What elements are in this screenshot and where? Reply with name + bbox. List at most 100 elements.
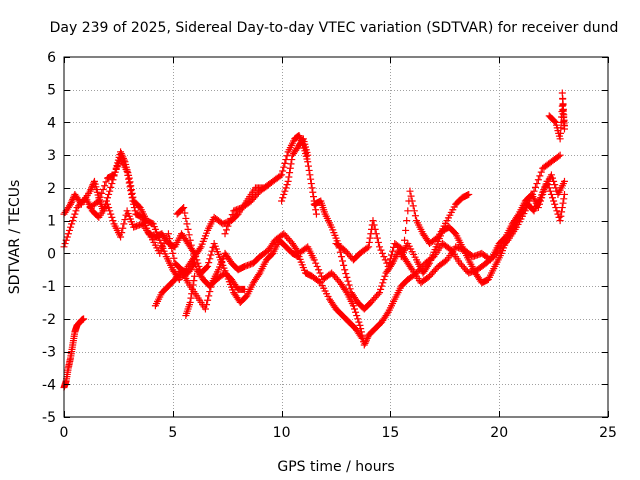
data-point — [307, 180, 315, 188]
data-point — [534, 176, 542, 184]
data-point — [304, 158, 312, 166]
data-point — [183, 220, 191, 228]
y-tick-label: 6 — [47, 50, 56, 66]
data-point — [384, 262, 392, 270]
data-point — [349, 302, 357, 310]
data-point — [106, 187, 114, 195]
data-point — [157, 246, 165, 254]
data-point — [556, 151, 564, 159]
data-point — [131, 207, 139, 215]
data-point — [315, 266, 323, 274]
data-point — [546, 187, 554, 195]
data-point — [192, 261, 200, 269]
data-point — [527, 194, 535, 202]
data-point — [186, 298, 194, 306]
data-point — [295, 132, 303, 140]
data-point — [93, 198, 101, 206]
data-point — [189, 251, 197, 259]
data-point — [362, 336, 370, 344]
data-point — [283, 181, 291, 189]
data-point — [306, 171, 314, 179]
data-point — [551, 181, 559, 189]
data-point — [221, 230, 229, 238]
y-tick-label: 1 — [47, 214, 56, 230]
data-point — [373, 234, 381, 242]
y-tick-label: 0 — [47, 246, 56, 262]
data-point — [241, 285, 249, 293]
data-point — [387, 251, 395, 259]
data-point — [342, 287, 350, 295]
data-point — [68, 197, 76, 205]
data-point — [118, 229, 126, 237]
data-point — [310, 193, 318, 201]
data-point — [362, 338, 370, 346]
data-point — [379, 279, 387, 287]
data-point — [529, 190, 537, 198]
data-point — [344, 277, 352, 285]
data-point — [67, 223, 75, 231]
x-tick-label: 5 — [168, 425, 177, 441]
data-point — [389, 247, 397, 255]
data-point — [401, 236, 409, 244]
data-point — [284, 177, 292, 185]
data-point — [346, 285, 354, 293]
data-point — [374, 290, 382, 298]
data-point — [281, 159, 289, 167]
data-point — [159, 243, 167, 251]
data-point — [265, 181, 273, 189]
data-point — [104, 200, 112, 208]
data-point — [285, 173, 293, 181]
data-point — [407, 192, 415, 200]
data-point — [127, 187, 135, 195]
data-point — [188, 285, 196, 293]
data-point — [207, 251, 215, 259]
data-point — [551, 117, 559, 125]
data-point — [108, 180, 116, 188]
data-point — [315, 278, 323, 286]
data-point — [339, 257, 347, 265]
data-point — [560, 195, 568, 203]
data-point — [201, 305, 209, 313]
data-point — [286, 164, 294, 172]
data-point — [378, 249, 386, 257]
data-point — [372, 230, 380, 238]
data-point — [386, 255, 394, 263]
data-point — [402, 226, 410, 234]
x-tick-label: 10 — [273, 425, 291, 441]
data-point — [377, 246, 385, 254]
data-point — [543, 177, 551, 185]
data-point — [179, 205, 187, 213]
data-point — [316, 269, 324, 277]
data-point — [127, 190, 135, 198]
data-point — [130, 200, 138, 208]
data-point — [278, 197, 286, 205]
data-point — [228, 211, 236, 219]
data-point — [80, 315, 88, 323]
data-point — [128, 194, 136, 202]
data-point — [88, 184, 96, 192]
data-point — [550, 177, 558, 185]
data-point — [181, 209, 189, 217]
data-point — [263, 182, 271, 190]
data-point — [206, 255, 214, 263]
data-point — [409, 202, 417, 210]
data-point — [191, 272, 199, 280]
data-point — [105, 204, 113, 212]
data-point — [550, 197, 558, 205]
chart-title: Day 239 of 2025, Sidereal Day-to-day VTE… — [50, 20, 619, 36]
data-point — [547, 190, 555, 198]
data-point — [403, 217, 411, 225]
data-point — [280, 163, 288, 171]
data-point — [304, 162, 312, 170]
data-point — [308, 184, 316, 192]
data-point — [117, 148, 125, 156]
data-point — [125, 175, 133, 183]
data-point — [96, 193, 104, 201]
data-point — [70, 213, 78, 221]
data-point — [358, 334, 366, 342]
data-point — [107, 210, 115, 218]
axis-ticks: 0 5 10 15 20 25 -5 -4 -3 -2 -1 0 1 2 3 4 5 6 — [42, 50, 617, 441]
data-point — [544, 181, 552, 189]
